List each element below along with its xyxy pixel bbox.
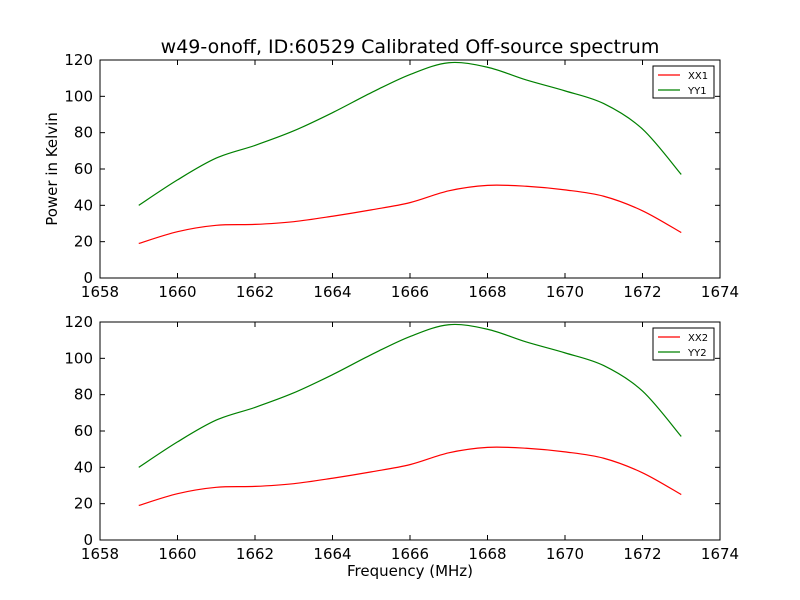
x-tick-label: 1666 [391,545,429,563]
y-tick-label: 0 [83,531,93,549]
y-tick-label: 60 [74,422,93,440]
series-line-yy1 [138,61,682,206]
x-tick-label: 1662 [236,545,274,563]
legend-label-yy2: YY2 [687,348,707,359]
y-tick-label: 0 [83,269,93,287]
plots-group: 1658 1660 1662 1664 1666 1668 1670 1672 1674 0 20 4… [43,51,739,580]
x-tick-label: 1668 [468,545,506,563]
legend-label-xx1: XX1 [688,71,708,82]
series-line-xx1 [138,184,682,245]
subplot-1: 1658 1660 1662 1664 1666 1668 1670 1672 1674 0 20 4… [43,51,739,301]
y-tick-label: 60 [74,160,93,178]
x-tick-label: 1674 [701,283,739,301]
x-tick-label: 1658 [81,545,119,563]
y-tick-label: 20 [74,495,93,513]
series-line-xx2 [138,446,682,507]
series-lines [138,323,682,507]
series-line-yy2 [138,323,682,468]
x-tick-label: 1668 [468,283,506,301]
x-tick-label: 1672 [623,545,661,563]
x-tick-label: 1660 [158,545,196,563]
x-tick-label: 1664 [313,283,351,301]
x-tick-label: 1664 [313,545,351,563]
legend-label-yy1: YY1 [687,86,707,97]
x-tick-label: 1662 [236,283,274,301]
legend-label-xx2: XX2 [688,333,708,344]
legend-frame [652,65,715,99]
x-tick-label: 1666 [391,283,429,301]
series-lines [138,61,682,245]
y-tick-label: 20 [74,233,93,251]
y-tick-label: 80 [74,124,93,142]
x-tick-label: 1658 [81,283,119,301]
x-tick-label: 1672 [623,283,661,301]
x-tick-label: 1674 [701,545,739,563]
y-tick-label: 80 [74,386,93,404]
x-axis-label: Frequency (MHz) [347,562,473,580]
x-tick-label: 1670 [546,545,584,563]
x-tick-label: 1660 [158,283,196,301]
y-tick-label: 120 [64,313,93,331]
legend-frame [652,327,715,361]
y-tick-label: 100 [64,87,93,105]
chart-title: w49-onoff, ID:60529 Calibrated Off-sourc… [161,36,660,58]
y-tick-label: 100 [64,349,93,367]
y-tick-label: 40 [74,458,93,476]
y-axis-label: Power in Kelvin [43,112,61,226]
x-tick-label: 1670 [546,283,584,301]
subplot-2: 1658 1660 1662 1664 1666 1668 1670 1672 1674 0 20 4… [64,313,739,580]
y-tick-label: 120 [64,51,93,69]
y-tick-label: 40 [74,196,93,214]
